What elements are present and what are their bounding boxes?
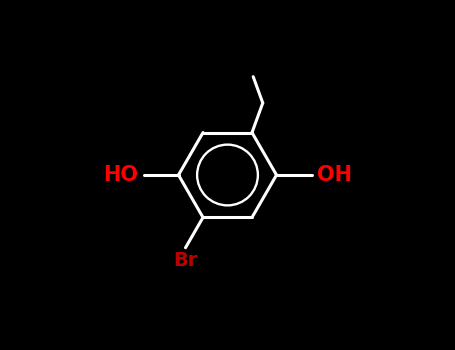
Text: OH: OH <box>317 165 352 185</box>
Text: HO: HO <box>103 165 138 185</box>
Text: Br: Br <box>173 251 197 270</box>
